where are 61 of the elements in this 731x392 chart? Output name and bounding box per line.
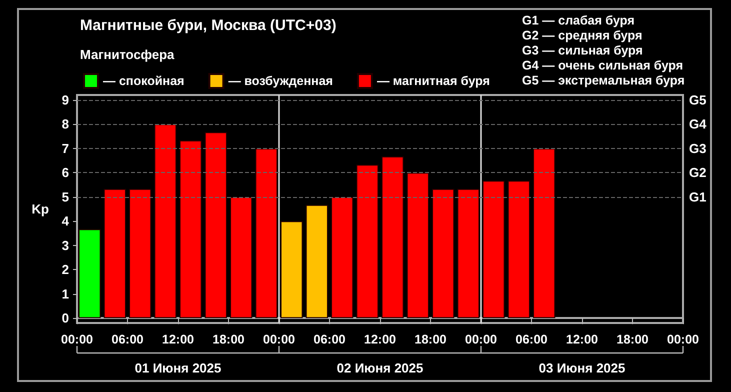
x-tick-label: 06:00 [314,332,346,346]
x-tick-label: 00:00 [61,332,94,346]
x-tick-label: 06:00 [516,332,548,346]
legend-label: — магнитная буря [376,74,490,88]
bar [331,196,354,318]
ref-line-label: G3 [689,140,706,156]
bar [306,204,328,318]
bar [406,172,429,318]
y-tick-label: 5 [62,189,69,204]
bar [104,188,126,318]
bar [356,164,378,318]
bar [204,132,227,318]
chart-title: Магнитные бури, Москва (UTC+03) [80,17,336,34]
text: 02 Июня 2025 [336,360,424,376]
bar [482,180,505,318]
x-tick-label: 12:00 [364,332,396,346]
x-tick-label: 12:00 [162,332,194,346]
ref-line-label: G1 [689,189,706,204]
bar [154,124,176,318]
y-tick-label: 4 [62,214,70,229]
y-axis-title: Kp [32,202,50,216]
bar [382,156,404,318]
bar [230,196,252,318]
legend-label: — возбужденная [228,74,333,88]
x-tick-label: 18:00 [414,332,447,346]
y-tick-label: 9 [62,92,69,108]
y-tick-label: 7 [62,140,69,156]
bar [255,148,278,318]
ref-line-label: G2 [689,165,706,180]
y-tick-label: 8 [62,116,69,132]
bar [508,180,530,318]
bar [533,148,556,318]
bar [180,140,202,318]
text: G3 — сильная буря [522,44,643,58]
bar [457,188,480,318]
text: G1 — слабая буря [522,14,635,28]
x-tick-label: 00:00 [667,332,700,346]
x-tick-label: 18:00 [212,332,245,346]
y-tick-label: 3 [62,238,69,253]
bar [280,221,303,318]
y-tick-label: 0 [62,310,69,326]
legend-label: — спокойная [103,74,184,88]
bar [78,229,101,318]
text: 01 Июня 2025 [134,360,222,376]
legend-title: Магнитосфера [80,47,176,62]
x-tick-label: 12:00 [566,332,598,346]
x-tick-label: 00:00 [263,332,296,346]
x-tick-label: 00:00 [465,332,498,346]
bar [432,188,454,318]
text: G2 — средняя буря [522,28,642,42]
text: G4 — очень сильная буря [522,58,683,72]
y-tick-label: 2 [62,262,69,278]
y-tick-label: 1 [62,286,69,302]
y-tick-label: 6 [62,165,69,180]
text: G5 — экстремальная буря [522,74,685,88]
ref-line-label: G4 [689,116,708,132]
bar [129,188,152,318]
ref-line-label: G5 [689,92,706,108]
text: 03 Июня 2025 [538,360,626,376]
x-tick-label: 06:00 [112,332,144,346]
x-tick-label: 18:00 [616,332,649,346]
